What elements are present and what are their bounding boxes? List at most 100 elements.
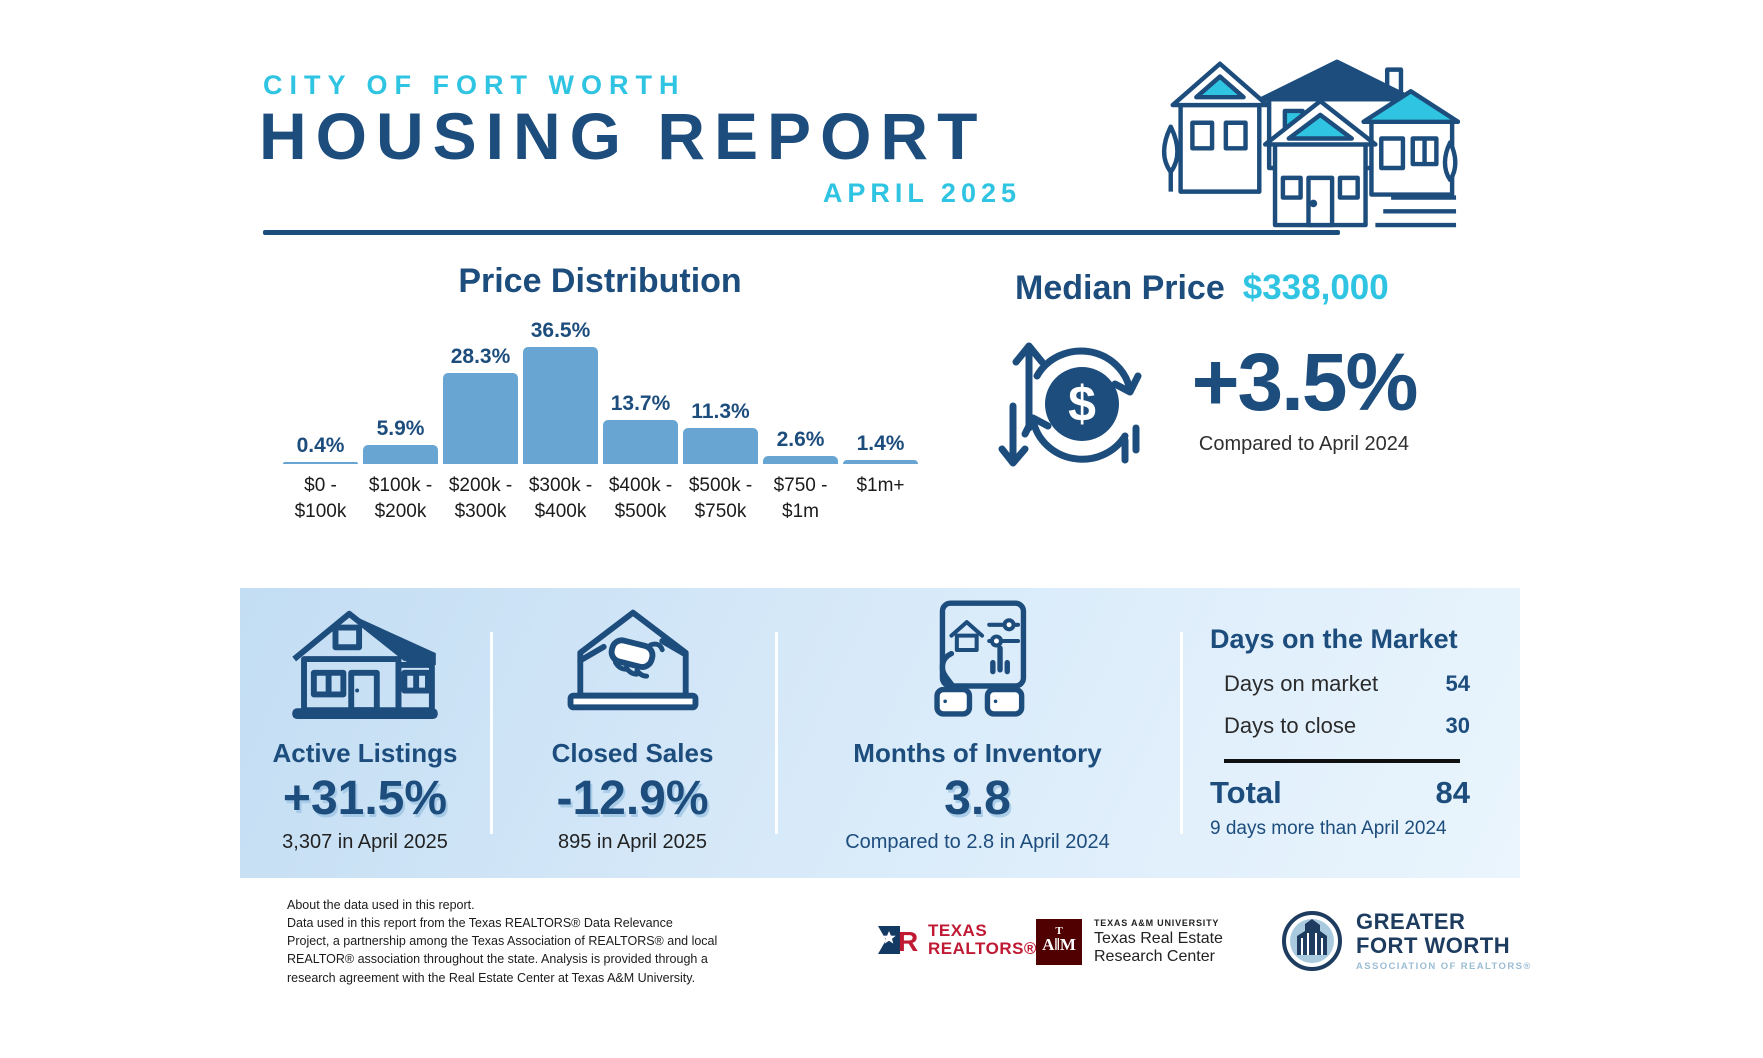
gfw-emblem-icon — [1282, 911, 1342, 971]
houses-illustration-icon — [1161, 59, 1460, 228]
bar-value-label: 1.4% — [856, 431, 905, 455]
bar-column: 13.7% $400k - $500k — [603, 392, 678, 529]
days-row-value: 54 — [1445, 671, 1470, 696]
page-title: HOUSING REPORT — [259, 99, 987, 173]
gfw-association-logo: GREATER FORT WORTH ASSOCIATION OF REALTO… — [1281, 910, 1532, 972]
bar-column: 36.5% $300k - $400k — [523, 319, 598, 529]
stat-label: Months of Inventory — [853, 738, 1102, 768]
report-kicker: CITY OF FORT WORTH — [263, 70, 686, 100]
chart-title: Price Distribution — [458, 262, 742, 300]
about-line: REALTOR® association throughout the stat… — [287, 952, 708, 967]
svg-text:R: R — [898, 926, 918, 957]
column-divider — [490, 632, 493, 834]
stat-caption: 895 in April 2025 — [557, 831, 707, 854]
bar-column: 11.3% $500k - $750k — [683, 400, 758, 529]
months-of-inventory-panel: Months of Inventory 3.8 Compared to 2.8 … — [775, 588, 1180, 878]
about-line: research agreement with the Real Estate … — [287, 970, 696, 985]
bar-value-label: 13.7% — [610, 392, 671, 416]
about-line: Data used in this report from the Texas … — [287, 916, 673, 931]
stats-band: Active Listings +31.5% 3,307 in April 20… — [240, 588, 1520, 878]
about-line: Project, a partnership among the Texas A… — [287, 934, 718, 949]
bar-column: 1.4% $1m+ — [843, 432, 918, 529]
header-divider — [263, 230, 1340, 235]
days-row: Days on market 54 — [1224, 671, 1470, 697]
gfw-name-text: GREATER — [1356, 909, 1466, 935]
svg-text:A‖M: A‖M — [1042, 935, 1076, 954]
tablet-icon — [933, 600, 1026, 717]
tamu-center-text: Texas Real Estate — [1094, 930, 1223, 947]
bar-category-label: $500k - $750k — [688, 475, 753, 522]
texas-realtors-logo: R TEXAS REALTORS® — [876, 921, 1037, 959]
bar-value-label: 36.5% — [530, 319, 591, 343]
median-price-label: Median Price — [1015, 269, 1225, 307]
days-total-label: Total — [1210, 775, 1282, 810]
stat-caption: 3,307 in April 2025 — [282, 831, 448, 854]
bar-value-label: 28.3% — [450, 345, 511, 369]
about-line: About the data used in this report. — [287, 898, 475, 912]
bar-value-label: 2.6% — [776, 427, 825, 451]
stat-label: Active Listings — [272, 738, 458, 768]
bar-category-label: $200k - $300k — [448, 475, 513, 522]
stat-caption: Compared to 2.8 in April 2024 — [845, 831, 1110, 854]
bar — [763, 455, 838, 464]
column-divider — [1180, 632, 1183, 834]
days-total-divider — [1224, 759, 1460, 763]
texas-realtors-icon: R — [878, 926, 918, 957]
bar-category-label: $750 - $1m — [773, 475, 828, 522]
median-price-caption: Compared to April 2024 — [1198, 433, 1410, 455]
about-data-text: About the data used in this report. Data… — [287, 896, 717, 987]
bar — [603, 420, 678, 464]
bar — [363, 445, 438, 464]
tamu-icon: A‖M T — [1036, 919, 1082, 966]
column-divider — [775, 632, 778, 834]
texas-realtors-text: REALTORS® — [928, 939, 1037, 959]
bar — [443, 373, 518, 464]
bar-column: 28.3% $200k - $300k — [443, 345, 518, 529]
bar-category-label: $300k - $400k — [528, 475, 593, 522]
stat-label: Closed Sales — [551, 738, 714, 768]
bar-column: 5.9% $100k - $200k — [363, 417, 438, 529]
bar-value-label: 11.3% — [691, 399, 750, 423]
days-row-label: Days on market — [1224, 671, 1379, 696]
days-row-value: 30 — [1445, 713, 1470, 738]
bar-column: 2.6% $750 - $1m — [763, 428, 838, 529]
days-panel-title: Days on the Market — [1210, 624, 1458, 654]
days-caption: 9 days more than April 2024 — [1210, 818, 1447, 839]
bar-category-label: $100k - $200k — [368, 475, 433, 522]
days-row: Days to close 30 — [1224, 713, 1470, 739]
house-icon — [292, 610, 438, 720]
svg-text:$: $ — [1068, 376, 1096, 432]
days-on-market-panel: Days on the Market Days on market 54 Day… — [1180, 588, 1520, 878]
days-row-label: Days to close — [1224, 713, 1357, 738]
dollar-cycle-icon: $ — [998, 342, 1142, 467]
svg-text:T: T — [1055, 925, 1063, 937]
price-distribution-bars: 0.4% $0 - $100k 5.9% $100k - $200k 28.3% $200k … — [283, 300, 918, 529]
bar-column: 0.4% $0 - $100k — [283, 434, 358, 529]
bar-category-label: $0 - $100k — [294, 475, 347, 522]
bar — [683, 427, 758, 464]
stat-value: 3.8 — [944, 772, 1011, 825]
closed-sales-panel: Closed Sales -12.9% 895 in April 2025 — [490, 588, 775, 878]
gfw-name-text: FORT WORTH — [1356, 933, 1511, 958]
active-listings-panel: Active Listings +31.5% 3,307 in April 20… — [240, 588, 490, 878]
bar — [843, 459, 918, 464]
bar-value-label: 0.4% — [296, 434, 345, 457]
median-price-change: +3.5% — [1191, 337, 1419, 428]
tamu-center-text: Research Center — [1094, 948, 1215, 966]
bar — [283, 462, 358, 464]
stat-value: -12.9% — [556, 772, 709, 825]
days-total-row: Total 84 — [1210, 775, 1470, 811]
handshake-icon — [567, 609, 698, 711]
bar-value-label: 5.9% — [376, 417, 425, 441]
tamu-university-text: TEXAS A&M UNIVERSITY — [1094, 918, 1220, 928]
stat-value: +31.5% — [282, 772, 448, 825]
texas-realtors-text: TEXAS — [928, 921, 988, 940]
median-price-value: $338,000 — [1242, 268, 1389, 307]
bar — [523, 347, 598, 464]
days-total-value: 84 — [1435, 775, 1470, 810]
gfw-association-text: ASSOCIATION OF REALTORS® — [1356, 960, 1532, 972]
bar-category-label: $1m+ — [856, 475, 905, 496]
report-month: APRIL 2025 — [822, 178, 1021, 208]
tamu-research-center-logo: A‖M T TEXAS A&M UNIVERSITY Texas Real Es… — [1036, 918, 1223, 967]
